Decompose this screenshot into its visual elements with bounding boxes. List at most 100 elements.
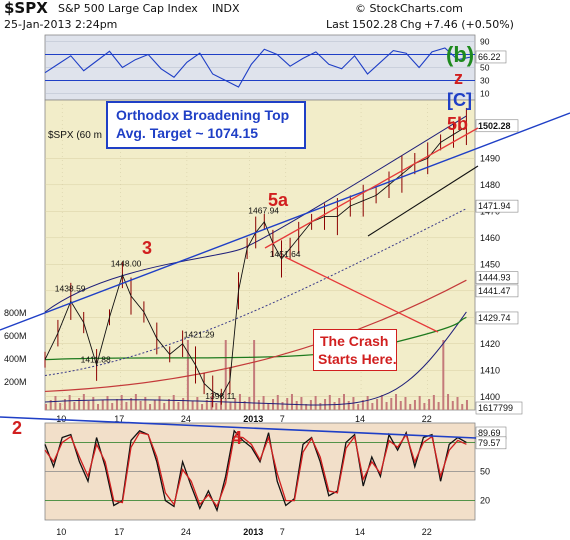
price-data-label: 1451.64 [270,249,301,259]
top-y-tick-label: 30 [480,76,490,86]
volume-tick-label: 200M [4,377,27,387]
crash-box: The Crash Starts Here. [313,329,397,371]
volume-bar [295,401,298,410]
volume-bar [371,403,374,410]
price-data-label-text: 1411.88 [81,354,111,364]
chg-value: +7.46 (+0.50%) [424,18,514,31]
volume-bar [390,398,393,410]
volume-bar [196,397,199,410]
volume-bar [45,404,47,410]
ma-red-line [44,279,467,393]
volume-bar [451,401,454,410]
volume-bar [342,394,345,410]
volume-bar [224,340,227,410]
price-x-tick-label: 24 [181,414,191,424]
price-y-tick-label: 1460 [480,233,500,243]
volume-bar [111,403,114,410]
bottom-x-tick-label: 7 [280,527,285,537]
price-data-label-text: 1448.00 [111,259,142,269]
volume-last-box [475,401,523,415]
volume-bar [253,340,256,410]
volume-bar [423,403,426,410]
volume-bar [447,394,450,410]
volume-bar [385,402,388,410]
price-data-label-text: 1451.64 [270,249,301,259]
volume-bar [376,399,379,410]
lower-band-line [44,311,467,406]
wave-2-label: 2 [12,418,22,438]
volume-bar [314,396,317,410]
bottom-x-tick-label: 10 [56,527,66,537]
price-y-tick-label: 1410 [480,365,500,375]
volume-bar [106,396,109,410]
volume-bar [205,400,208,410]
price-right-label-box [475,284,519,298]
crash-line-1: The Crash [320,333,389,349]
volume-bar [130,398,133,410]
volume-bar [409,404,412,410]
price-x-tick-label: 17 [114,414,124,424]
wave-4-label: 4 [232,428,242,448]
price-right-label: 1444.93 [478,273,511,283]
chg-label: Chg [400,18,422,31]
wave-b-label: (b) [446,42,474,67]
top-y-tick-label: 90 [480,37,490,47]
index-name-label: S&P 500 Large Cap Index [58,2,198,15]
volume-bar [149,404,152,410]
volume-tick-label: 400M [4,354,27,364]
volume-bar [465,400,468,410]
price-data-label: 1448.00 [111,259,142,269]
price-grid: 1400141014201430144014501460147014801490 [45,100,500,410]
price-right-label: 1471.94 [478,201,511,211]
bottom-last-value-box [475,436,507,450]
price-x-tick-label: 22 [422,414,432,424]
volume-bar [120,395,123,410]
volume-bar [153,400,156,410]
price-right-label-box [475,271,519,285]
price-x-tick-label: 2013 [243,414,263,424]
red-trend-line [264,127,479,249]
bottom-x-tick-label: 2013 [243,527,263,537]
top-indicator-line [44,47,471,88]
price-y-tick-label: 1450 [480,259,500,269]
volume-bar [366,396,369,410]
top-last-value-label: 66.22 [478,52,501,62]
volume-bar [177,402,180,410]
volume-bar [413,400,416,410]
price-data-label: 1398.11 [205,391,235,401]
volume-bar [437,402,440,410]
wave-5a-label: 5a [268,190,289,210]
bottom-x-tick-label: 17 [114,527,124,537]
volume-bar [191,401,194,410]
volume-bar [201,404,204,410]
price-data-label: 1411.88 [81,354,111,364]
volume-bar [172,395,175,410]
volume-bar [380,395,383,410]
volume-bar [92,397,95,410]
volume-bar [134,394,137,410]
volume-bar [305,404,308,410]
top-y-tick-label: 50 [480,63,490,73]
volume-bar [248,397,251,410]
last-value: 1502.28 [352,18,398,31]
price-panel-label: $SPX (60 m [48,130,102,141]
price-right-label-box [475,199,519,213]
date-label: 25-Jan-2013 2:24pm [4,18,118,31]
volume-bar [347,401,350,410]
volume-bar [272,399,275,410]
crash-line-2: Starts Here. [318,351,397,367]
volume-bar [267,403,270,410]
volume-bar [139,401,142,410]
chart-header: $SPX S&P 500 Large Cap Index INDX 25-Jan… [0,0,570,34]
volume-bar [442,340,445,410]
volume-bar [144,397,147,410]
volume-bar [63,399,66,410]
bottom-x-tick-label: 14 [355,527,365,537]
volume-bar [115,399,118,410]
volume-bar [234,398,237,410]
price-data-label-text: 1438.59 [55,284,86,294]
volume-bar [361,400,364,410]
price-y-tick-label: 1420 [480,339,500,349]
